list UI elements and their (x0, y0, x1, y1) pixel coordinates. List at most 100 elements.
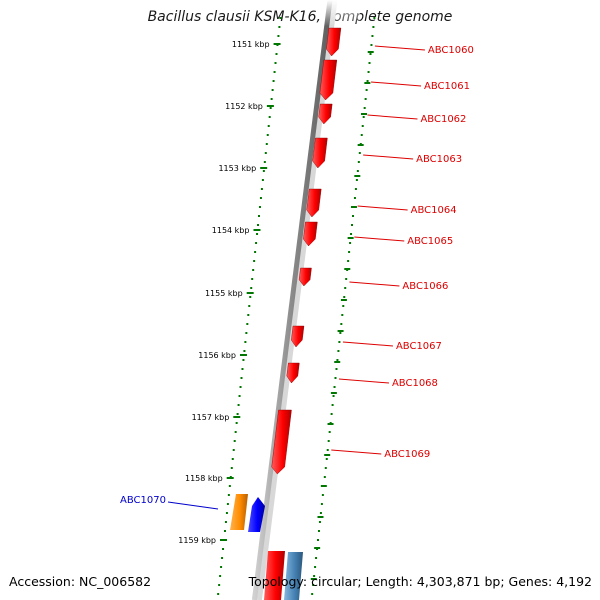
genome-backbone (251, 0, 333, 600)
left-track-dot (219, 575, 222, 577)
right-track-dot (311, 593, 314, 595)
right-track-dot (324, 467, 327, 469)
left-track-dot (246, 323, 249, 325)
gene-label[interactable]: ABC1069 (384, 449, 430, 460)
right-track-dot (327, 440, 330, 442)
orange-feature[interactable] (230, 494, 248, 530)
gene-label[interactable]: ABC1067 (396, 341, 442, 352)
left-track-dot (240, 377, 243, 379)
gene-feature[interactable] (264, 551, 285, 600)
left-track-dot (228, 485, 231, 487)
right-track-dot (362, 116, 365, 118)
right-track-dot (341, 314, 344, 316)
steelblue-feature[interactable] (284, 552, 303, 600)
right-track-dot (312, 584, 315, 586)
left-track-dot (277, 35, 280, 37)
gene-label[interactable]: ABC1064 (411, 205, 457, 216)
backbone-shadow (254, 0, 338, 600)
ruler-tick-label: 1159 kbp (178, 536, 216, 545)
right-track-dot (343, 296, 346, 298)
gene-leader-line (167, 501, 219, 510)
gene-feature[interactable] (271, 409, 292, 475)
gene-label[interactable]: ABC1061 (424, 81, 470, 92)
left-track-dot (253, 260, 256, 262)
gene-label[interactable]: ABC1070 (120, 495, 166, 506)
gene-feature[interactable] (326, 27, 342, 57)
ruler-tick-label: 1153 kbp (218, 164, 256, 173)
right-track-dot (338, 341, 341, 343)
gene-feature[interactable] (319, 59, 338, 101)
gene-feature[interactable] (303, 221, 318, 247)
right-track-dot (334, 377, 337, 379)
gene-feature[interactable] (318, 103, 333, 125)
gene-label[interactable]: ABC1062 (420, 114, 466, 125)
gene-label[interactable]: ABC1063 (416, 154, 462, 165)
right-track-dot (358, 152, 361, 154)
left-track-dot (217, 593, 220, 595)
left-track-dot (248, 305, 251, 307)
right-track-dot (350, 233, 353, 235)
right-track-dot (351, 215, 354, 217)
gene-label[interactable]: ABC1060 (428, 45, 474, 56)
right-track-dot (330, 413, 333, 415)
right-track-dot (370, 44, 373, 46)
right-track-dot (357, 161, 360, 163)
right-track-dot (325, 458, 328, 460)
right-track-dot (317, 539, 319, 541)
left-track-dot (236, 413, 239, 415)
right-track-dot (326, 449, 329, 451)
gene-leader-line (374, 45, 425, 51)
right-track-dot (367, 71, 370, 73)
gene-feature[interactable] (248, 497, 265, 532)
gene-feature[interactable] (306, 188, 322, 218)
right-track-dot (366, 80, 369, 82)
left-track-dot (232, 449, 235, 451)
accession-label: Accession: NC_006582 (9, 574, 152, 589)
right-track-dot (372, 26, 375, 28)
right-track-dot (371, 35, 374, 37)
gene-leader-line (370, 81, 422, 87)
right-track-dot (320, 503, 323, 505)
right-track-dot (365, 89, 368, 91)
left-track-dot (234, 431, 237, 433)
gene-leader-line (331, 449, 382, 455)
ruler-tick-label: 1152 kbp (225, 102, 263, 111)
ruler-tick-label: 1158 kbp (185, 474, 223, 483)
gene-feature[interactable] (291, 325, 305, 348)
right-track-dot (351, 224, 354, 226)
gene-feature[interactable] (286, 362, 300, 384)
left-track-dot (257, 215, 260, 217)
right-track-dot (354, 188, 357, 190)
right-track-dot (361, 125, 364, 127)
left-track-dot (255, 242, 258, 244)
gene-label[interactable]: ABC1065 (407, 236, 453, 247)
gene-label[interactable]: ABC1068 (392, 378, 438, 389)
left-track-dot (260, 188, 263, 190)
right-track-dot (348, 251, 351, 253)
right-track-dot (353, 197, 356, 199)
gene-label[interactable]: ABC1066 (402, 281, 448, 292)
right-track-dot (356, 170, 359, 172)
left-track-dot (218, 584, 221, 586)
left-track-dot (259, 197, 262, 199)
gene-leader-line (363, 154, 414, 160)
left-track-dot (243, 350, 246, 352)
genome-summary-label: Topology: circular; Length: 4,303,871 bp… (248, 574, 592, 589)
right-track-dot (355, 179, 358, 181)
left-track-dot (274, 62, 277, 64)
right-track-dot (313, 575, 316, 577)
left-track-dot (242, 359, 245, 361)
left-track-dot (233, 440, 236, 442)
gene-feature[interactable] (312, 137, 328, 169)
right-track-dot (363, 107, 366, 109)
gene-feature[interactable] (298, 267, 312, 287)
gene-leader-line (349, 281, 400, 287)
left-track-dot (271, 89, 274, 91)
left-track-dot (268, 116, 271, 118)
left-track-dot (258, 206, 261, 208)
right-track-dot (360, 134, 363, 136)
left-track-dot (257, 224, 260, 226)
left-track-dot (223, 530, 226, 532)
right-track-dot (369, 53, 372, 55)
